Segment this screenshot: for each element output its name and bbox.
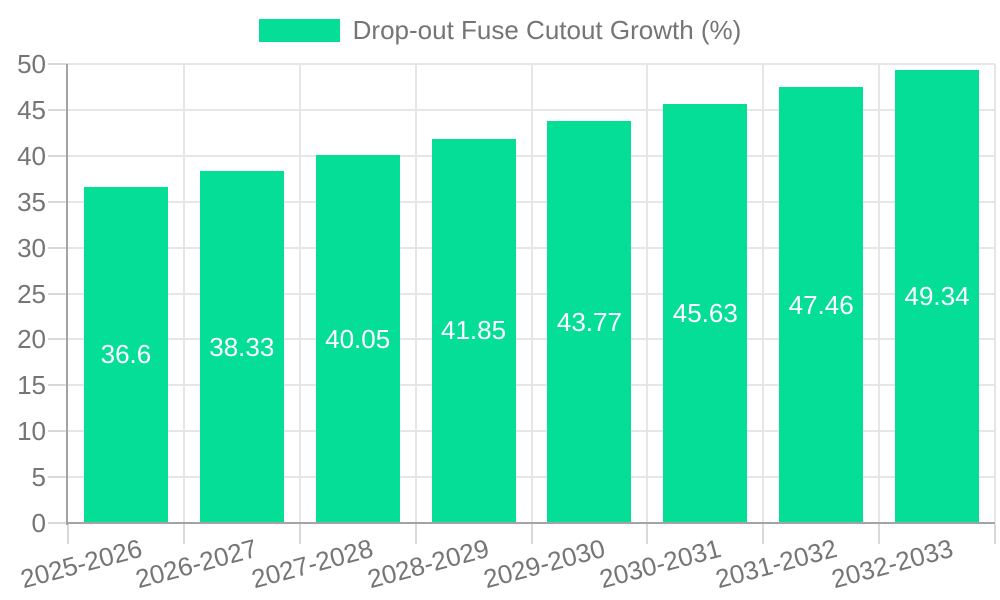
y-axis-label: 0 bbox=[31, 508, 46, 538]
y-axis-tick bbox=[48, 476, 68, 478]
y-axis-tick bbox=[48, 63, 68, 65]
y-axis-label: 10 bbox=[17, 416, 46, 446]
bar-value-label: 38.33 bbox=[209, 331, 275, 362]
x-axis-tick bbox=[531, 524, 533, 544]
y-axis-tick bbox=[48, 109, 68, 111]
y-axis-label: 50 bbox=[17, 49, 46, 79]
y-axis-tick bbox=[48, 293, 68, 295]
bar-value-label: 49.34 bbox=[904, 281, 970, 312]
x-gridline bbox=[183, 64, 185, 523]
bar-value-label: 45.63 bbox=[672, 298, 738, 329]
y-axis-tick bbox=[48, 430, 68, 432]
y-axis-label: 40 bbox=[17, 141, 46, 171]
x-axis-label: 2030-2031 bbox=[596, 533, 725, 595]
x-axis-label: 2031-2032 bbox=[712, 533, 840, 595]
x-gridline bbox=[878, 64, 880, 523]
x-axis-tick bbox=[762, 524, 764, 544]
bar[interactable]: 45.63 bbox=[663, 104, 748, 523]
legend: Drop-out Fuse Cutout Growth (%) bbox=[0, 15, 1000, 46]
y-axis-tick bbox=[48, 384, 68, 386]
x-gridline bbox=[762, 64, 764, 523]
y-axis-label: 5 bbox=[31, 462, 46, 492]
bar-value-label: 43.77 bbox=[556, 306, 622, 337]
y-axis-tick bbox=[48, 247, 68, 249]
bar-value-label: 47.46 bbox=[788, 289, 854, 320]
x-axis-tick bbox=[299, 524, 301, 544]
x-axis-tick bbox=[67, 524, 69, 544]
bar[interactable]: 40.05 bbox=[315, 155, 400, 523]
legend-item[interactable]: Drop-out Fuse Cutout Growth (%) bbox=[258, 15, 742, 46]
x-axis-tick bbox=[878, 524, 880, 544]
x-axis-label: 2026-2027 bbox=[132, 533, 261, 595]
x-axis-tick bbox=[183, 524, 185, 544]
x-axis-tick bbox=[646, 524, 648, 544]
bar[interactable]: 36.6 bbox=[83, 187, 168, 523]
y-axis-tick bbox=[48, 522, 68, 524]
y-axis-label: 30 bbox=[17, 233, 46, 263]
bar[interactable]: 47.46 bbox=[779, 87, 864, 523]
bar-value-label: 40.05 bbox=[325, 323, 391, 354]
bar[interactable]: 41.85 bbox=[431, 138, 516, 523]
x-gridline bbox=[646, 64, 648, 523]
y-axis-label: 45 bbox=[17, 95, 46, 125]
x-axis-label: 2028-2029 bbox=[364, 533, 493, 595]
y-axis-tick bbox=[48, 155, 68, 157]
y-axis-tick bbox=[48, 201, 68, 203]
bar[interactable]: 43.77 bbox=[547, 121, 632, 523]
x-gridline bbox=[299, 64, 301, 523]
legend-label[interactable]: Drop-out Fuse Cutout Growth (%) bbox=[352, 15, 742, 45]
y-axis-label: 15 bbox=[17, 370, 46, 400]
x-axis-tick bbox=[994, 524, 996, 544]
y-axis-line bbox=[66, 64, 68, 525]
bar[interactable]: 49.34 bbox=[895, 70, 980, 523]
bar-value-label: 36.6 bbox=[100, 339, 152, 370]
legend-swatch-icon[interactable] bbox=[258, 19, 340, 42]
y-axis-label: 35 bbox=[17, 187, 46, 217]
x-axis-label: 2027-2028 bbox=[248, 533, 377, 595]
y-axis-label: 20 bbox=[17, 324, 46, 354]
bar-value-label: 41.85 bbox=[441, 315, 507, 346]
x-axis-label: 2032-2033 bbox=[827, 533, 956, 595]
y-axis-tick bbox=[48, 338, 68, 340]
x-gridline bbox=[994, 64, 996, 523]
x-axis-label: 2025-2026 bbox=[16, 533, 145, 595]
x-gridline bbox=[415, 64, 417, 523]
y-axis-label: 25 bbox=[17, 279, 46, 309]
x-gridline bbox=[531, 64, 533, 523]
x-axis-label: 2029-2030 bbox=[480, 533, 609, 595]
x-axis-tick bbox=[415, 524, 417, 544]
x-axis-line bbox=[66, 522, 995, 524]
bar[interactable]: 38.33 bbox=[199, 171, 284, 523]
